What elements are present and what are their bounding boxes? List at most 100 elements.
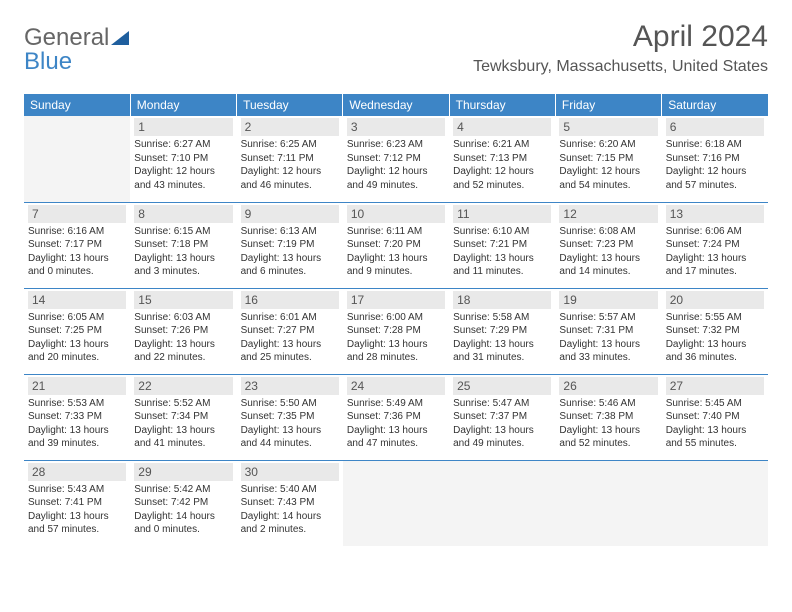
day-number: 7 [28, 205, 126, 223]
day-details: Sunrise: 6:05 AMSunset: 7:25 PMDaylight:… [28, 311, 126, 365]
day-number: 6 [666, 118, 764, 136]
cell-inner: 30Sunrise: 5:40 AMSunset: 7:43 PMDayligh… [237, 461, 343, 541]
day-number: 20 [666, 291, 764, 309]
day-details: Sunrise: 6:03 AMSunset: 7:26 PMDaylight:… [134, 311, 232, 365]
day-number: 9 [241, 205, 339, 223]
logo-triangle-icon [111, 31, 129, 45]
day-details: Sunrise: 6:00 AMSunset: 7:28 PMDaylight:… [347, 311, 445, 365]
calendar-week-row: 14 Sunrise: 6:05 AMSunset: 7:25 PMDayligh… [24, 288, 768, 374]
cell-inner: 3Sunrise: 6:23 AMSunset: 7:12 PMDaylight… [343, 116, 449, 196]
day-details: Sunrise: 5:57 AMSunset: 7:31 PMDaylight:… [559, 311, 657, 365]
cell-inner: 25Sunrise: 5:47 AMSunset: 7:37 PMDayligh… [449, 375, 555, 455]
calendar-cell: 26 Sunrise: 5:46 AMSunset: 7:38 PMDayligh… [555, 374, 661, 460]
day-number: 2 [241, 118, 339, 136]
cell-inner: 20Sunrise: 5:55 AMSunset: 7:32 PMDayligh… [662, 289, 768, 369]
cell-inner: 5 Sunrise: 6:20 AMSunset: 7:15 PMDaylight… [555, 116, 661, 196]
location-text: Tewksbury, Massachusetts, United States [24, 58, 768, 76]
cell-inner: 24 Sunrise: 5:49 AMSunset: 7:36 PMDayligh… [343, 375, 449, 455]
calendar-cell: 15 Sunrise: 6:03 AMSunset: 7:26 PMDayligh… [130, 288, 236, 374]
day-details: Sunrise: 5:42 AMSunset: 7:42 PMDaylight:… [134, 483, 232, 537]
day-details: Sunrise: 6:11 AMSunset: 7:20 PMDaylight:… [347, 225, 445, 279]
calendar-cell: 14 Sunrise: 6:05 AMSunset: 7:25 PMDayligh… [24, 288, 130, 374]
calendar-cell: 10 Sunrise: 6:11 AMSunset: 7:20 PMDayligh… [343, 202, 449, 288]
day-number: 24 [347, 377, 445, 395]
day-details: Sunrise: 6:13 AMSunset: 7:19 PMDaylight:… [241, 225, 339, 279]
day-number: 8 [134, 205, 232, 223]
calendar-week-row: 21 Sunrise: 5:53 AMSunset: 7:33 PMDayligh… [24, 374, 768, 460]
cell-inner: 11Sunrise: 6:10 AMSunset: 7:21 PMDayligh… [449, 203, 555, 283]
cell-inner: 18 Sunrise: 5:58 AMSunset: 7:29 PMDayligh… [449, 289, 555, 369]
day-number: 14 [28, 291, 126, 309]
day-details: Sunrise: 5:52 AMSunset: 7:34 PMDaylight:… [134, 397, 232, 451]
day-number: 28 [28, 463, 126, 481]
day-number: 5 [559, 118, 657, 136]
calendar-cell: 19 Sunrise: 5:57 AMSunset: 7:31 PMDayligh… [555, 288, 661, 374]
cell-inner: 8Sunrise: 6:15 AMSunset: 7:18 PMDaylight… [130, 203, 236, 283]
logo-text-blue: Blue [24, 48, 72, 75]
day-header: Monday [130, 94, 236, 116]
cell-inner: 22Sunrise: 5:52 AMSunset: 7:34 PMDayligh… [130, 375, 236, 455]
calendar-cell: 13Sunrise: 6:06 AMSunset: 7:24 PMDayligh… [662, 202, 768, 288]
day-details: Sunrise: 6:25 AMSunset: 7:11 PMDaylight:… [241, 138, 339, 192]
day-details: Sunrise: 6:10 AMSunset: 7:21 PMDaylight:… [453, 225, 551, 279]
calendar-cell: 28 Sunrise: 5:43 AMSunset: 7:41 PMDayligh… [24, 460, 130, 546]
day-number: 3 [347, 118, 445, 136]
day-number: 26 [559, 377, 657, 395]
day-details: Sunrise: 6:20 AMSunset: 7:15 PMDaylight:… [559, 138, 657, 192]
cell-inner: 27Sunrise: 5:45 AMSunset: 7:40 PMDayligh… [662, 375, 768, 455]
day-number: 16 [241, 291, 339, 309]
cell-inner: 13Sunrise: 6:06 AMSunset: 7:24 PMDayligh… [662, 203, 768, 283]
day-details: Sunrise: 5:46 AMSunset: 7:38 PMDaylight:… [559, 397, 657, 451]
day-details: Sunrise: 6:01 AMSunset: 7:27 PMDaylight:… [241, 311, 339, 365]
day-details: Sunrise: 5:43 AMSunset: 7:41 PMDaylight:… [28, 483, 126, 537]
calendar-cell [449, 460, 555, 546]
cell-inner: 29Sunrise: 5:42 AMSunset: 7:42 PMDayligh… [130, 461, 236, 541]
day-number: 12 [559, 205, 657, 223]
calendar-cell: 16 Sunrise: 6:01 AMSunset: 7:27 PMDayligh… [237, 288, 343, 374]
cell-inner: 21 Sunrise: 5:53 AMSunset: 7:33 PMDayligh… [24, 375, 130, 455]
calendar-cell [555, 460, 661, 546]
day-header: Friday [555, 94, 661, 116]
cell-inner: 23Sunrise: 5:50 AMSunset: 7:35 PMDayligh… [237, 375, 343, 455]
calendar-cell: 17Sunrise: 6:00 AMSunset: 7:28 PMDayligh… [343, 288, 449, 374]
calendar-head: SundayMondayTuesdayWednesdayThursdayFrid… [24, 94, 768, 116]
day-details: Sunrise: 6:16 AMSunset: 7:17 PMDaylight:… [28, 225, 126, 279]
calendar-body: 1Sunrise: 6:27 AMSunset: 7:10 PMDaylight… [24, 116, 768, 546]
calendar-cell: 29Sunrise: 5:42 AMSunset: 7:42 PMDayligh… [130, 460, 236, 546]
cell-inner: 12 Sunrise: 6:08 AMSunset: 7:23 PMDayligh… [555, 203, 661, 283]
day-number: 15 [134, 291, 232, 309]
day-details: Sunrise: 5:58 AMSunset: 7:29 PMDaylight:… [453, 311, 551, 365]
calendar-cell [24, 116, 130, 202]
day-details: Sunrise: 5:45 AMSunset: 7:40 PMDaylight:… [666, 397, 764, 451]
calendar-cell: 1Sunrise: 6:27 AMSunset: 7:10 PMDaylight… [130, 116, 236, 202]
day-number: 18 [453, 291, 551, 309]
calendar-cell: 5 Sunrise: 6:20 AMSunset: 7:15 PMDaylight… [555, 116, 661, 202]
page-title: April 2024 [24, 20, 768, 54]
calendar-cell: 22Sunrise: 5:52 AMSunset: 7:34 PMDayligh… [130, 374, 236, 460]
calendar-cell: 11Sunrise: 6:10 AMSunset: 7:21 PMDayligh… [449, 202, 555, 288]
day-details: Sunrise: 6:18 AMSunset: 7:16 PMDaylight:… [666, 138, 764, 192]
day-details: Sunrise: 6:08 AMSunset: 7:23 PMDaylight:… [559, 225, 657, 279]
day-details: Sunrise: 5:53 AMSunset: 7:33 PMDaylight:… [28, 397, 126, 451]
calendar-cell: 9 Sunrise: 6:13 AMSunset: 7:19 PMDaylight… [237, 202, 343, 288]
day-details: Sunrise: 5:49 AMSunset: 7:36 PMDaylight:… [347, 397, 445, 451]
day-number: 4 [453, 118, 551, 136]
calendar-cell: 20Sunrise: 5:55 AMSunset: 7:32 PMDayligh… [662, 288, 768, 374]
calendar-table: SundayMondayTuesdayWednesdayThursdayFrid… [24, 94, 768, 546]
day-number: 19 [559, 291, 657, 309]
day-number: 30 [241, 463, 339, 481]
calendar-cell [662, 460, 768, 546]
header: General Blue April 2024 Tewksbury, Massa… [0, 0, 792, 84]
day-details: Sunrise: 6:06 AMSunset: 7:24 PMDaylight:… [666, 225, 764, 279]
calendar-cell: 4Sunrise: 6:21 AMSunset: 7:13 PMDaylight… [449, 116, 555, 202]
day-number: 10 [347, 205, 445, 223]
calendar-cell: 21 Sunrise: 5:53 AMSunset: 7:33 PMDayligh… [24, 374, 130, 460]
logo-line2: Blue [24, 48, 72, 76]
day-number: 25 [453, 377, 551, 395]
day-header: Saturday [662, 94, 768, 116]
day-number: 21 [28, 377, 126, 395]
calendar-cell: 2 Sunrise: 6:25 AMSunset: 7:11 PMDaylight… [237, 116, 343, 202]
title-block: April 2024 Tewksbury, Massachusetts, Uni… [24, 20, 768, 76]
cell-inner: 7 Sunrise: 6:16 AMSunset: 7:17 PMDaylight… [24, 203, 130, 283]
cell-inner: 9 Sunrise: 6:13 AMSunset: 7:19 PMDaylight… [237, 203, 343, 283]
